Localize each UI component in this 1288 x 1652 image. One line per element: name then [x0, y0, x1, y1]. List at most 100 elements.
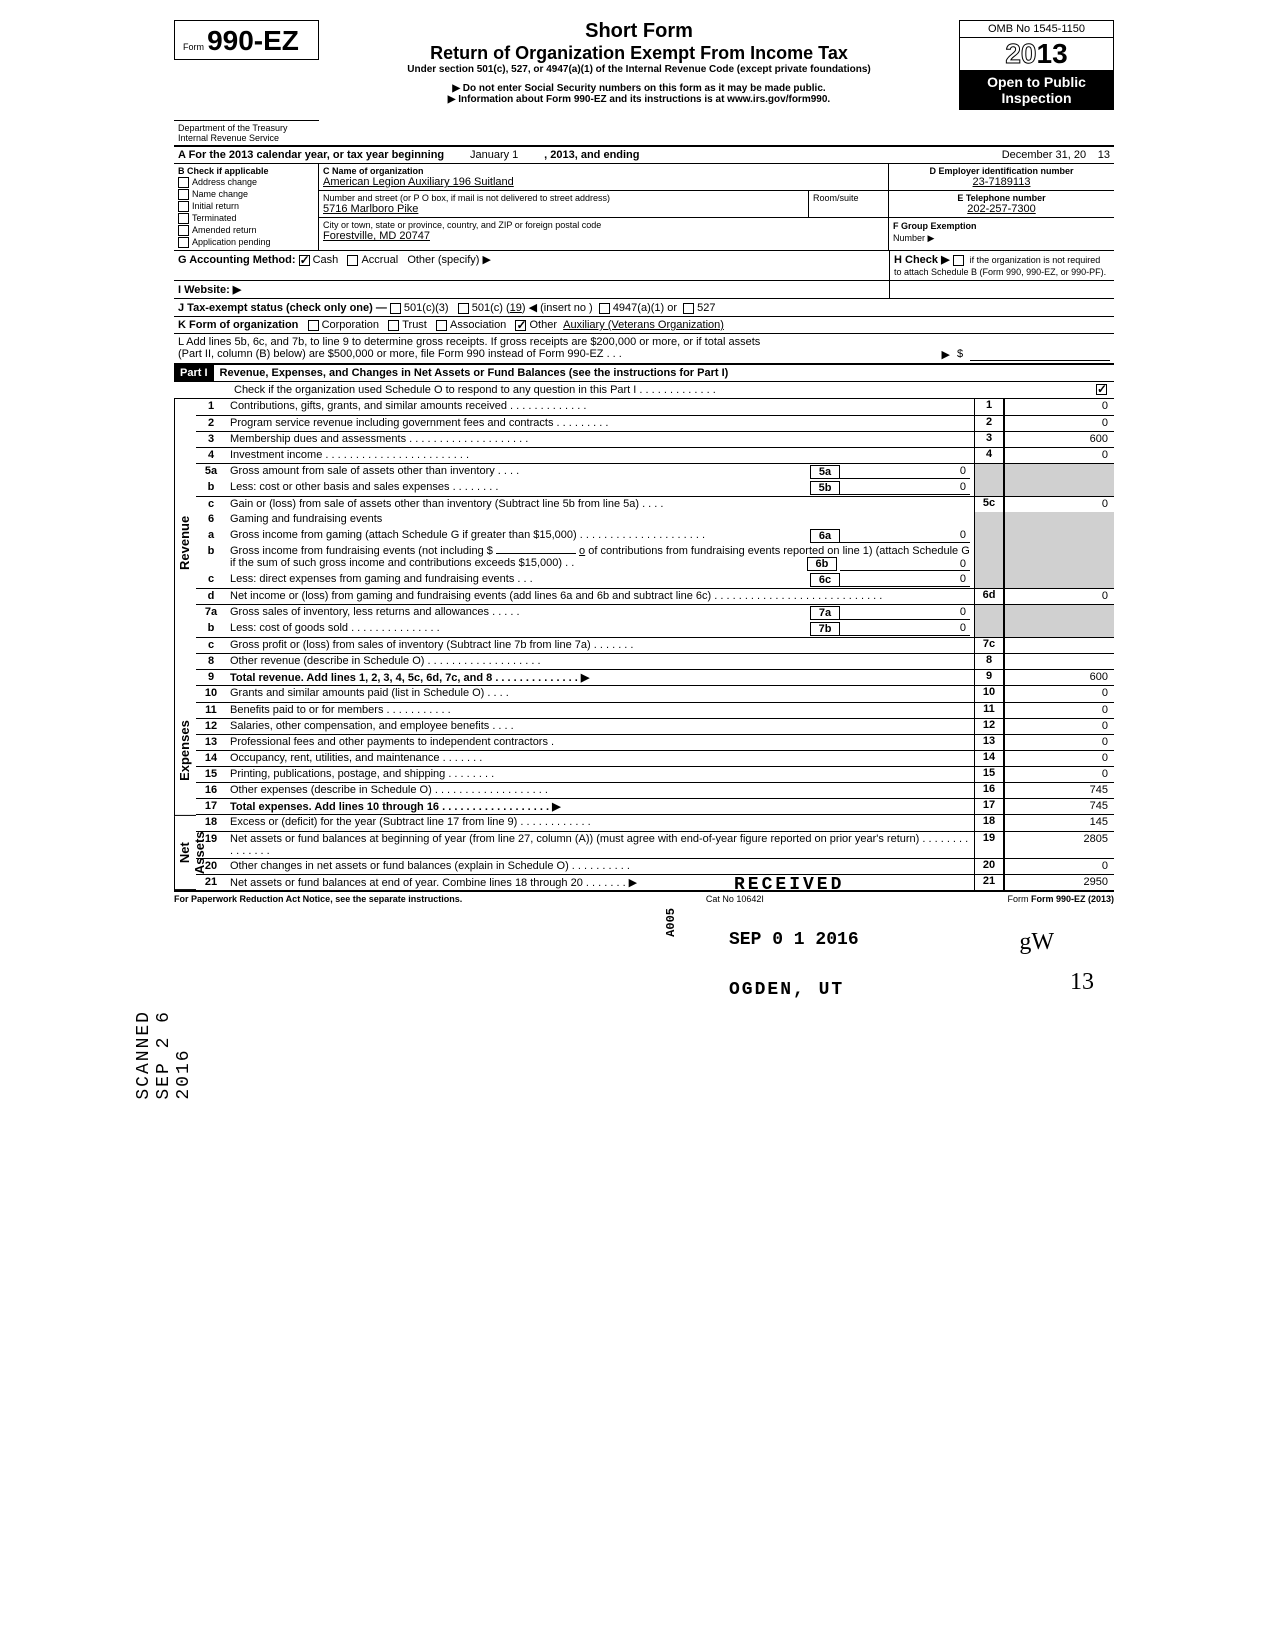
check-cash[interactable]: [299, 255, 310, 266]
line-l-arrow: ▶: [942, 348, 950, 361]
k-assoc: Association: [450, 319, 506, 331]
cb-app: Application pending: [192, 237, 271, 247]
check-k-corp[interactable]: [308, 320, 319, 331]
part1-label: Part I: [174, 365, 214, 381]
check-accrual[interactable]: [347, 255, 358, 266]
title-line2: Return of Organization Exempt From Incom…: [329, 43, 949, 64]
check-k-other[interactable]: [515, 320, 526, 331]
location-stamp: OGDEN, UT: [729, 980, 844, 1000]
line-i-label: I Website: ▶: [178, 284, 241, 296]
line-k-label: K Form of organization: [178, 319, 298, 331]
public-box: Open to Public Inspection: [959, 71, 1114, 110]
g-accrual: Accrual: [361, 254, 398, 266]
room-label: Room/suite: [813, 193, 884, 203]
date-stamp: SEP 0 1 2016: [729, 930, 859, 950]
check-name-change[interactable]: [178, 189, 189, 200]
line-a-label: A For the 2013 calendar year, or tax yea…: [178, 149, 444, 161]
cb-name: Name change: [192, 189, 248, 199]
line-gh: G Accounting Method: Cash Accrual Other …: [174, 251, 1114, 281]
title-line1: Short Form: [329, 20, 949, 43]
k-trust: Trust: [402, 319, 427, 331]
netassets-vlabel: Net Assets: [174, 816, 196, 890]
bcdef-block: B Check if applicable Address change Nam…: [174, 164, 1114, 251]
year-solid: 13: [1037, 38, 1068, 69]
check-initial[interactable]: [178, 201, 189, 212]
form-number-box: Form 990-EZ: [174, 20, 319, 60]
line-j-label: J Tax-exempt status (check only one) —: [178, 302, 387, 314]
check-part1-schedo[interactable]: [1096, 384, 1107, 395]
k-corp: Corporation: [322, 319, 379, 331]
org-addr: 5716 Marlboro Pike: [323, 203, 804, 215]
line-i: I Website: ▶: [174, 281, 1114, 299]
section-c: C Name of organization American Legion A…: [319, 164, 889, 250]
section-f-label: F Group Exemption: [893, 221, 977, 231]
cb-addr: Address change: [192, 177, 257, 187]
public2: Inspection: [963, 90, 1110, 106]
l6b-amount: [496, 553, 576, 554]
omb-box: OMB No 1545-1150: [959, 20, 1114, 38]
check-j2[interactable]: [458, 303, 469, 314]
j-opt2-post: ) ◀ (insert no ): [522, 302, 593, 314]
line-8: 8 Other revenue (describe in Schedule O)…: [196, 653, 1114, 669]
check-k-assoc[interactable]: [436, 320, 447, 331]
line-6a: a Gross income from gaming (attach Sched…: [196, 528, 1114, 544]
line-6c: c Less: direct expenses from gaming and …: [196, 572, 1114, 588]
lines-block: Revenue Expenses Net Assets 1 Contributi…: [174, 399, 1114, 892]
check-j1[interactable]: [390, 303, 401, 314]
initials-handwrite: gW: [1019, 929, 1054, 956]
line-19: 19 Net assets or fund balances at beginn…: [196, 831, 1114, 858]
title-box: Short Form Return of Organization Exempt…: [319, 20, 959, 105]
form-prefix: Form: [183, 42, 204, 52]
line-g-label: G Accounting Method:: [178, 254, 296, 266]
check-j3[interactable]: [599, 303, 610, 314]
line-a-end-month: December 31: [1002, 149, 1068, 161]
section-def: D Employer identification number 23-7189…: [889, 164, 1114, 250]
line-17: 17 Total expenses. Add lines 10 through …: [196, 798, 1114, 815]
part1-header: Part I Revenue, Expenses, and Changes in…: [174, 363, 1114, 382]
addr-label: Number and street (or P O box, if mail i…: [323, 193, 804, 203]
g-other: Other (specify) ▶: [407, 254, 491, 266]
check-j4[interactable]: [683, 303, 694, 314]
footer-right: Form Form 990-EZ (2013): [1007, 894, 1114, 904]
phone: 202-257-7300: [893, 203, 1110, 215]
line-6b: b Gross income from fundraising events (…: [196, 544, 1114, 572]
line-18: 18 Excess or (deficit) for the year (Sub…: [196, 815, 1114, 831]
city-label: City or town, state or province, country…: [323, 220, 884, 230]
line-7a: 7a Gross sales of inventory, less return…: [196, 604, 1114, 621]
k-other: Other: [529, 319, 557, 331]
year-box: 2013: [959, 38, 1114, 71]
check-amended[interactable]: [178, 225, 189, 236]
line-l-text2: (Part II, column (B) below) are $500,000…: [178, 348, 622, 361]
cb-initial: Initial return: [192, 201, 239, 211]
cb-amend: Amended return: [192, 225, 257, 235]
line-2: 2 Program service revenue including gove…: [196, 415, 1114, 431]
line-l-dollar: $: [950, 348, 970, 361]
line-k: K Form of organization Corporation Trust…: [174, 317, 1114, 334]
form-number: 990-EZ: [207, 25, 299, 56]
org-city: Forestville, MD 20747: [323, 230, 884, 242]
check-terminated[interactable]: [178, 213, 189, 224]
instr1: ▶ Do not enter Social Security numbers o…: [329, 83, 949, 94]
j-opt2-num: 19: [510, 302, 522, 314]
line-7b: b Less: cost of goods sold . . . . . . .…: [196, 621, 1114, 637]
line-5c: c Gain or (loss) from sale of assets oth…: [196, 496, 1114, 512]
expenses-vlabel: Expenses: [174, 686, 196, 816]
j-opt4: 527: [697, 302, 715, 314]
line-10: 10 Grants and similar amounts paid (list…: [196, 686, 1114, 702]
ein: 23-7189113: [893, 176, 1110, 188]
line-21: 21 Net assets or fund balances at end of…: [196, 874, 1114, 890]
public1: Open to Public: [963, 74, 1110, 90]
check-k-trust[interactable]: [388, 320, 399, 331]
check-application[interactable]: [178, 237, 189, 248]
part1-check-text: Check if the organization used Schedule …: [234, 384, 716, 396]
line-5a: 5a Gross amount from sale of assets othe…: [196, 463, 1114, 480]
section-c-label: C Name of organization: [323, 166, 884, 176]
footer-left: For Paperwork Reduction Act Notice, see …: [174, 894, 462, 904]
section-b: B Check if applicable Address change Nam…: [174, 164, 319, 250]
line-a: A For the 2013 calendar year, or tax yea…: [174, 145, 1114, 164]
j-opt3: 4947(a)(1) or: [613, 302, 677, 314]
g-cash: Cash: [313, 254, 339, 266]
check-address-change[interactable]: [178, 177, 189, 188]
right-header-col: OMB No 1545-1150 2013 Open to Public Ins…: [959, 20, 1114, 110]
check-h[interactable]: [953, 255, 964, 266]
